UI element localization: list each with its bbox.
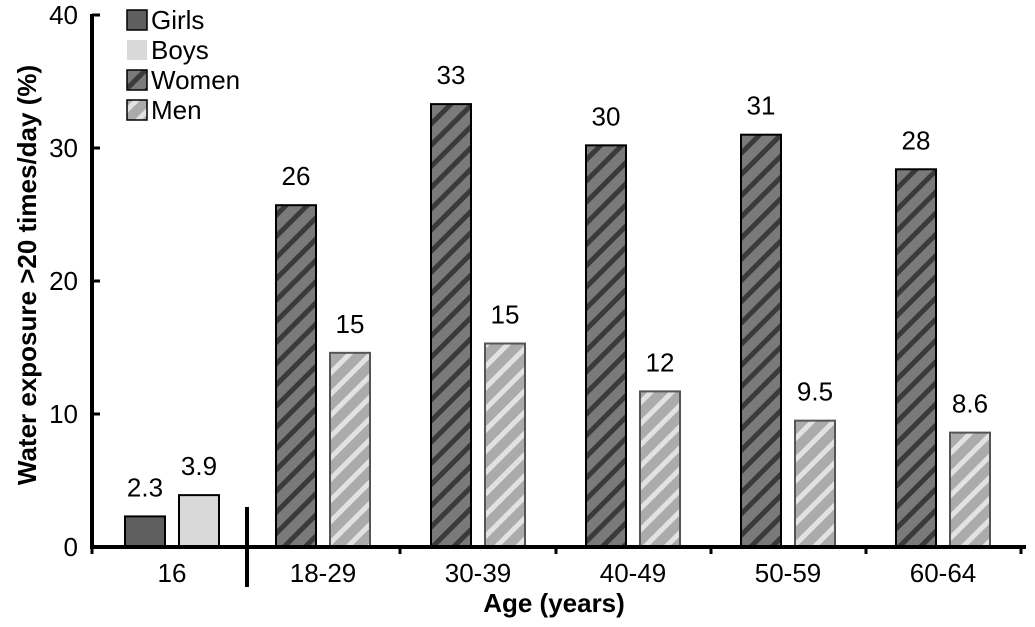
bar-men-30-39 [484, 342, 526, 549]
y-tick-label: 10 [49, 399, 78, 429]
data-label-men-30-39: 15 [491, 300, 520, 330]
bar-men-40-49 [639, 390, 681, 549]
y-axis-title: Water exposure >20 times/day (%) [12, 65, 42, 485]
x-ticks: 16 18-29 30-39 40-49 50-59 60-64 [90, 547, 1023, 588]
bar-men-50-59 [794, 419, 836, 548]
x-tick-label: 30-39 [445, 558, 512, 588]
y-tick-label: 20 [49, 266, 78, 296]
data-label-women-40-49: 30 [592, 101, 621, 131]
x-tick-label: 18-29 [290, 558, 357, 588]
data-label-boys-16: 3.9 [181, 451, 217, 481]
data-label-women-30-39: 33 [437, 60, 466, 90]
y-tick-label: 30 [49, 133, 78, 163]
legend-label-men: Men [151, 95, 202, 125]
legend-label-boys: Boys [151, 35, 209, 65]
legend-label-women: Women [151, 65, 240, 95]
x-tick-label: 16 [158, 558, 187, 588]
x-tick-label: 60-64 [910, 558, 977, 588]
data-label-men-18-29: 15 [336, 309, 365, 339]
data-labels: 2.3 3.9 26 15 33 15 30 12 31 9.5 28 8.6 [127, 60, 988, 502]
y-tick-label: 0 [64, 532, 78, 562]
x-tick-label: 50-59 [755, 558, 822, 588]
bar-women-40-49 [585, 144, 627, 548]
data-label-women-50-59: 31 [747, 91, 776, 121]
bars-layer [124, 103, 991, 549]
bar-women-60-64 [895, 168, 937, 548]
bar-girls-16 [124, 515, 166, 548]
legend-swatch-boys [127, 40, 147, 60]
bar-women-18-29 [275, 204, 317, 548]
data-label-men-40-49: 12 [646, 347, 675, 377]
legend-label-girls: Girls [151, 5, 204, 35]
data-label-women-18-29: 26 [282, 161, 311, 191]
data-label-women-60-64: 28 [902, 125, 931, 155]
legend-swatch-women [126, 69, 148, 91]
x-axis-title: Age (years) [483, 588, 625, 618]
data-label-men-50-59: 9.5 [797, 377, 833, 407]
data-label-girls-16: 2.3 [127, 472, 163, 502]
bar-boys-16 [178, 494, 220, 549]
bar-men-18-29 [329, 351, 371, 548]
y-ticks: 0 10 20 30 40 [49, 0, 100, 562]
bar-men-60-64 [949, 431, 991, 548]
x-tick-label: 40-49 [600, 558, 667, 588]
data-label-men-60-64: 8.6 [952, 389, 988, 419]
legend-swatch-girls [126, 9, 148, 31]
bar-women-30-39 [430, 103, 472, 549]
legend-swatch-men [126, 99, 148, 121]
bar-women-50-59 [740, 133, 782, 548]
y-tick-label: 40 [49, 0, 78, 30]
